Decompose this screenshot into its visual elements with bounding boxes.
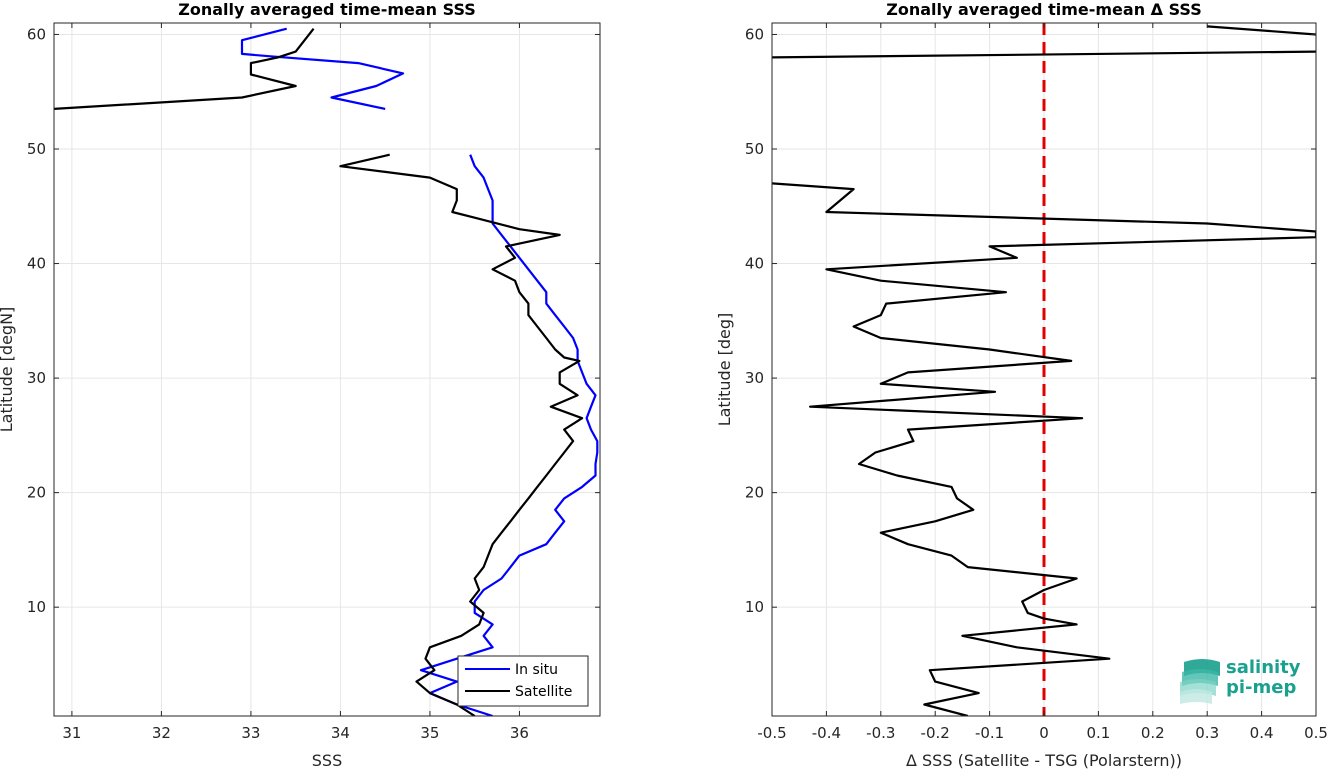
left-x-tick-label: 34 — [331, 724, 350, 742]
left-y-tick-label: 10 — [27, 598, 46, 616]
salinity-pi-mep-logo: salinity pi-mep — [1180, 656, 1310, 708]
right-y-tick-label: 60 — [745, 25, 764, 43]
left-y-axis-label: Latitude [degN] — [0, 307, 16, 433]
legend-label-in-situ: In situ — [515, 662, 558, 678]
right-x-tick-label: 0.2 — [1141, 724, 1165, 742]
right-y-tick-label: 50 — [745, 140, 764, 158]
legend: In situ Satellite — [457, 655, 589, 707]
right-plot-title: Zonally averaged time-mean Δ SSS — [886, 0, 1202, 19]
left-series-line-in-situ — [240, 27, 405, 110]
right-x-tick-label: 0.3 — [1195, 724, 1219, 742]
left-x-tick-label: 35 — [420, 724, 439, 742]
left-plot-axes: 31 32 33 34 35 36 10 20 30 40 50 60 Zonally averaged… — [0, 0, 601, 769]
right-y-axis-label: Latitude [deg] — [715, 313, 734, 427]
left-series-line-satellite — [54, 28, 315, 110]
left-x-tick-label: 32 — [152, 724, 171, 742]
right-x-tick-label: -0.2 — [921, 724, 950, 742]
left-axes-frame — [53, 22, 601, 717]
wave-stack-icon — [1180, 659, 1220, 704]
logo-line-1: salinity — [1226, 657, 1301, 678]
left-y-tick-label: 30 — [27, 369, 46, 387]
left-y-tick-label: 50 — [27, 140, 46, 158]
legend-box — [457, 655, 589, 707]
right-x-tick-label: -0.3 — [866, 724, 895, 742]
left-series-line-in-situ — [419, 154, 599, 716]
right-x-tick-label: 0 — [1039, 724, 1049, 742]
right-y-tick-label: 20 — [745, 484, 764, 502]
right-x-tick-label: -0.4 — [812, 724, 841, 742]
left-x-tick-label: 31 — [62, 724, 81, 742]
right-x-tick-label: -0.1 — [975, 724, 1004, 742]
right-plot-axes: -0.5 -0.4 -0.3 -0.2 -0.1 0 0.1 0.2 0.3 0.4 0.5 10 20… — [715, 0, 1328, 769]
left-y-tick-label: 40 — [27, 255, 46, 273]
left-y-tick-label: 60 — [27, 25, 46, 43]
left-x-tick-label: 33 — [241, 724, 260, 742]
left-x-tick-label: 36 — [510, 724, 529, 742]
right-y-tick-label: 30 — [745, 369, 764, 387]
right-series-line-delta — [772, 182, 1316, 716]
right-series-line-delta — [1207, 25, 1316, 36]
right-x-axis-label: Δ SSS (Satellite - TSG (Polarstern)) — [906, 751, 1182, 769]
left-x-axis-label: SSS — [312, 751, 342, 769]
left-plot-title: Zonally averaged time-mean SSS — [178, 0, 476, 19]
right-x-tick-label: -0.5 — [757, 724, 786, 742]
right-series-line-delta — [772, 50, 1316, 59]
right-x-tick-label: 0.4 — [1250, 724, 1274, 742]
legend-label-satellite: Satellite — [515, 684, 572, 700]
left-series-line-satellite — [339, 153, 584, 716]
right-y-tick-label: 10 — [745, 598, 764, 616]
logo-line-2: pi-mep — [1226, 677, 1297, 698]
left-y-tick-label: 20 — [27, 484, 46, 502]
right-x-tick-label: 0.1 — [1086, 724, 1110, 742]
right-y-tick-label: 40 — [745, 255, 764, 273]
right-x-tick-label: 0.5 — [1304, 724, 1328, 742]
